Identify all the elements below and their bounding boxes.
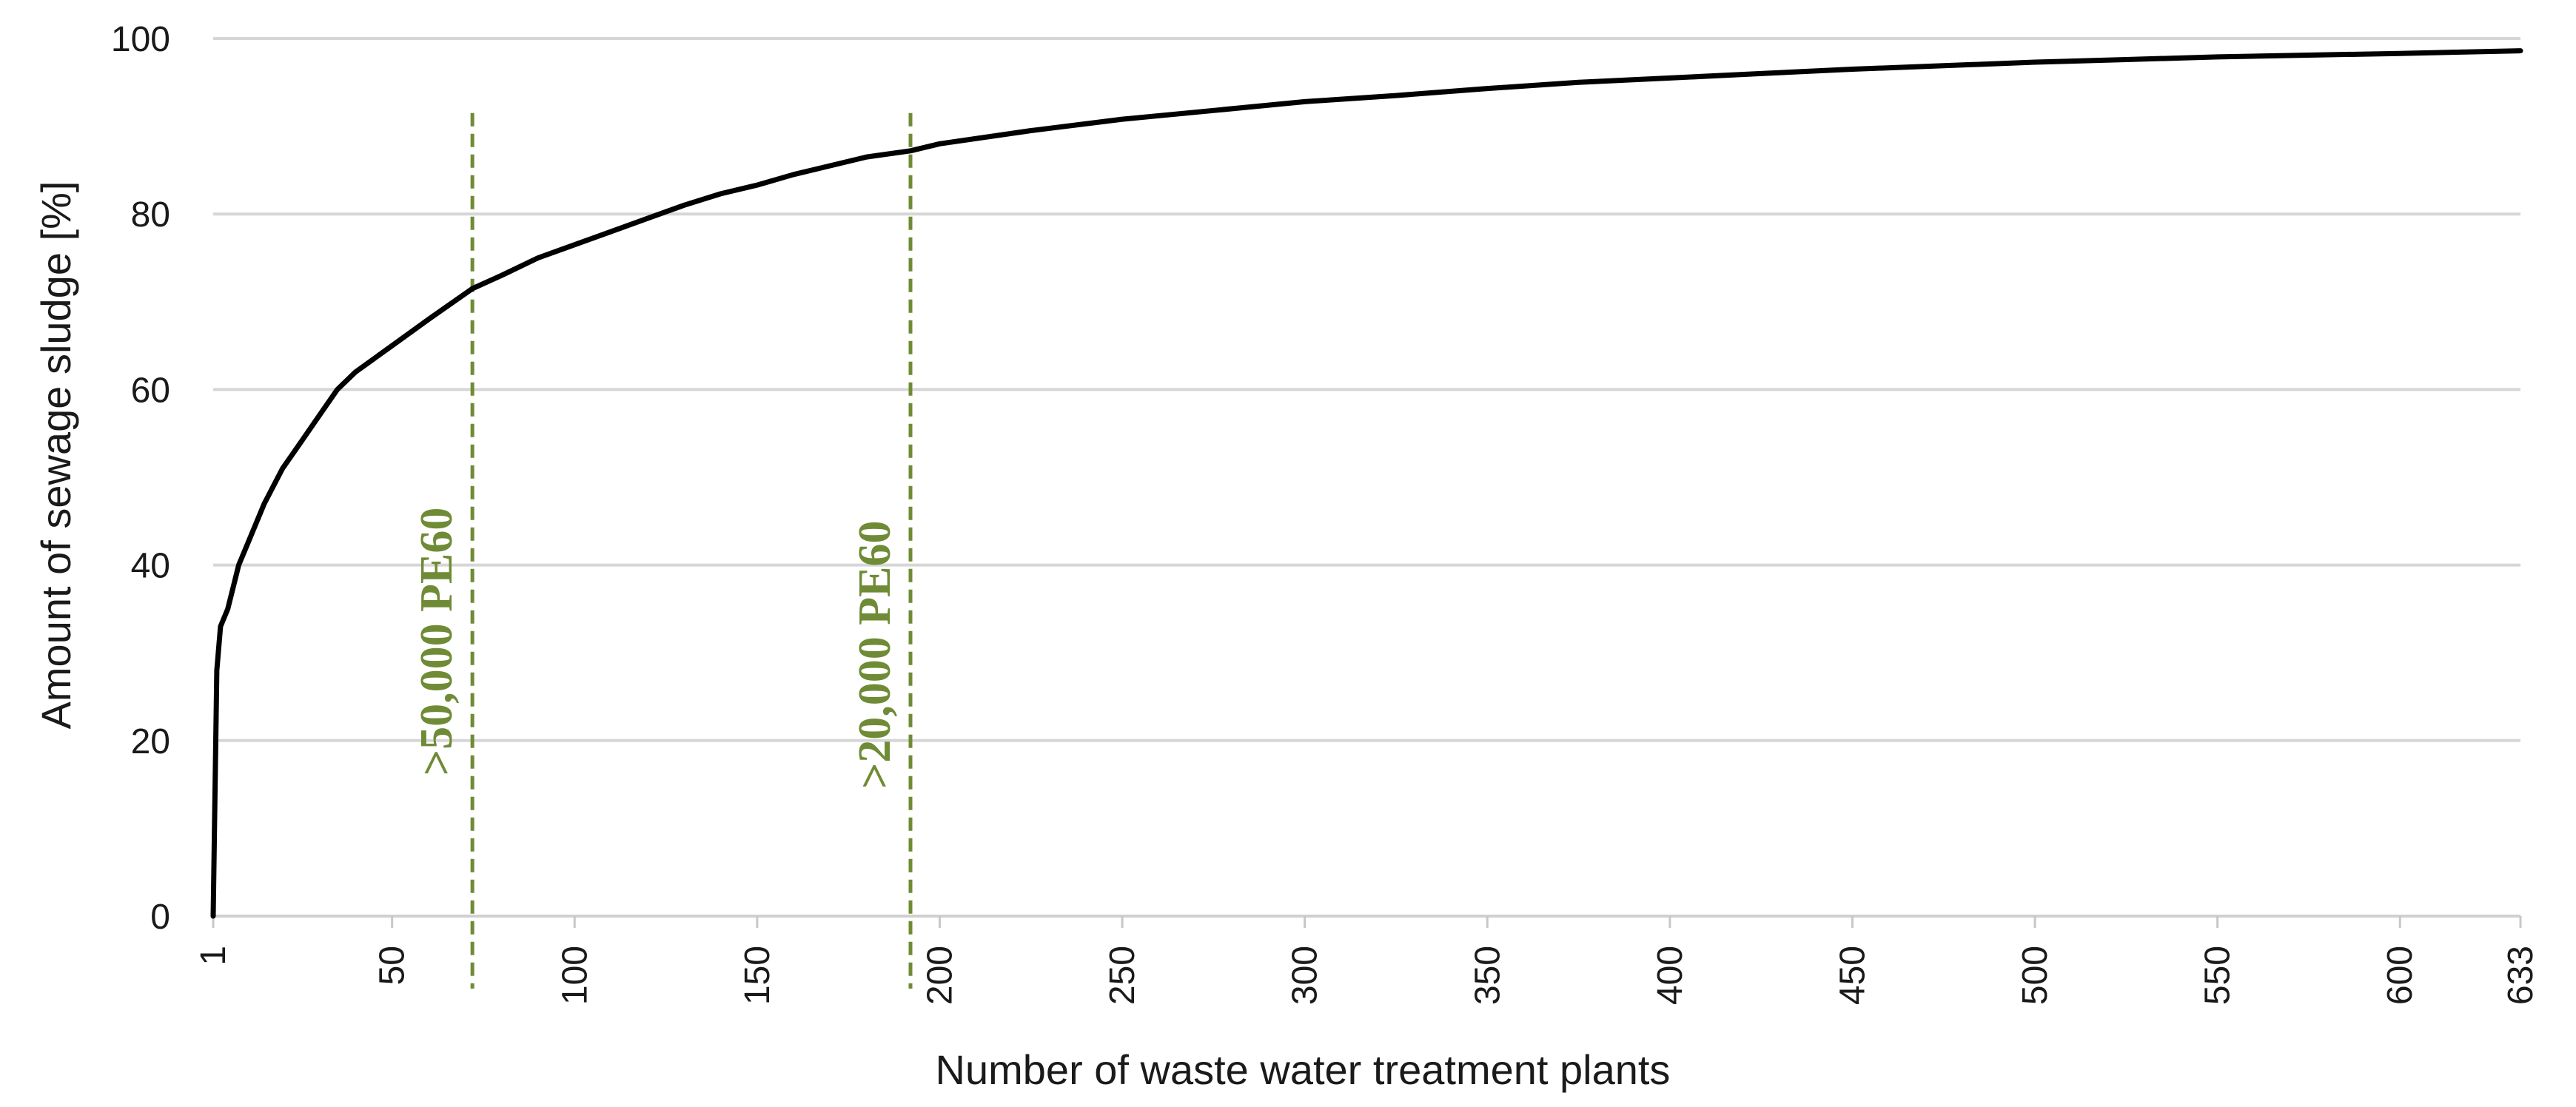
series-line-1: [210, 48, 2523, 919]
threshold-label-2: >20,000 PE60: [850, 520, 900, 789]
y-tick-label-20: 20: [131, 722, 170, 761]
x-tick-label-550: 550: [2198, 946, 2238, 1005]
x-tick-label-200: 200: [920, 946, 959, 1005]
y-tick-label-40: 40: [131, 547, 170, 586]
x-tick-label-600: 600: [2381, 946, 2420, 1005]
x-tick-label-500: 500: [2016, 946, 2055, 1005]
grid-lines: [213, 37, 2520, 918]
threshold-label-1: >50,000 PE60: [412, 508, 462, 776]
y-axis: 0 20 40 60 80 100: [111, 20, 170, 937]
x-tick-label-50: 50: [373, 946, 412, 985]
x-axis: 1 50 100 150 200 250 300 350 400 450 500 550 600 633: [194, 916, 2540, 1005]
y-tick-label-100: 100: [111, 20, 170, 59]
x-tick-label-633: 633: [2501, 946, 2540, 1005]
x-tick-label-300: 300: [1286, 946, 1325, 1005]
x-tick-label-350: 350: [1468, 946, 1507, 1005]
x-tick-label-100: 100: [555, 946, 594, 1005]
x-tick-label-450: 450: [1833, 946, 1872, 1005]
x-tick-label-1: 1: [194, 946, 233, 966]
x-tick-label-250: 250: [1103, 946, 1142, 1005]
x-tick-label-400: 400: [1651, 946, 1690, 1005]
y-tick-label-0: 0: [150, 898, 170, 937]
x-axis-title: Number of waste water treatment plants: [936, 1046, 1671, 1093]
y-axis-title: Amount of sewage sludge [%]: [33, 181, 79, 730]
y-tick-label-80: 80: [131, 195, 170, 235]
series-layer: [210, 48, 2523, 919]
y-tick-label-60: 60: [131, 371, 170, 410]
x-tick-label-150: 150: [738, 946, 777, 1005]
threshold-markers: >50,000 PE60 >20,000 PE60: [412, 112, 913, 989]
